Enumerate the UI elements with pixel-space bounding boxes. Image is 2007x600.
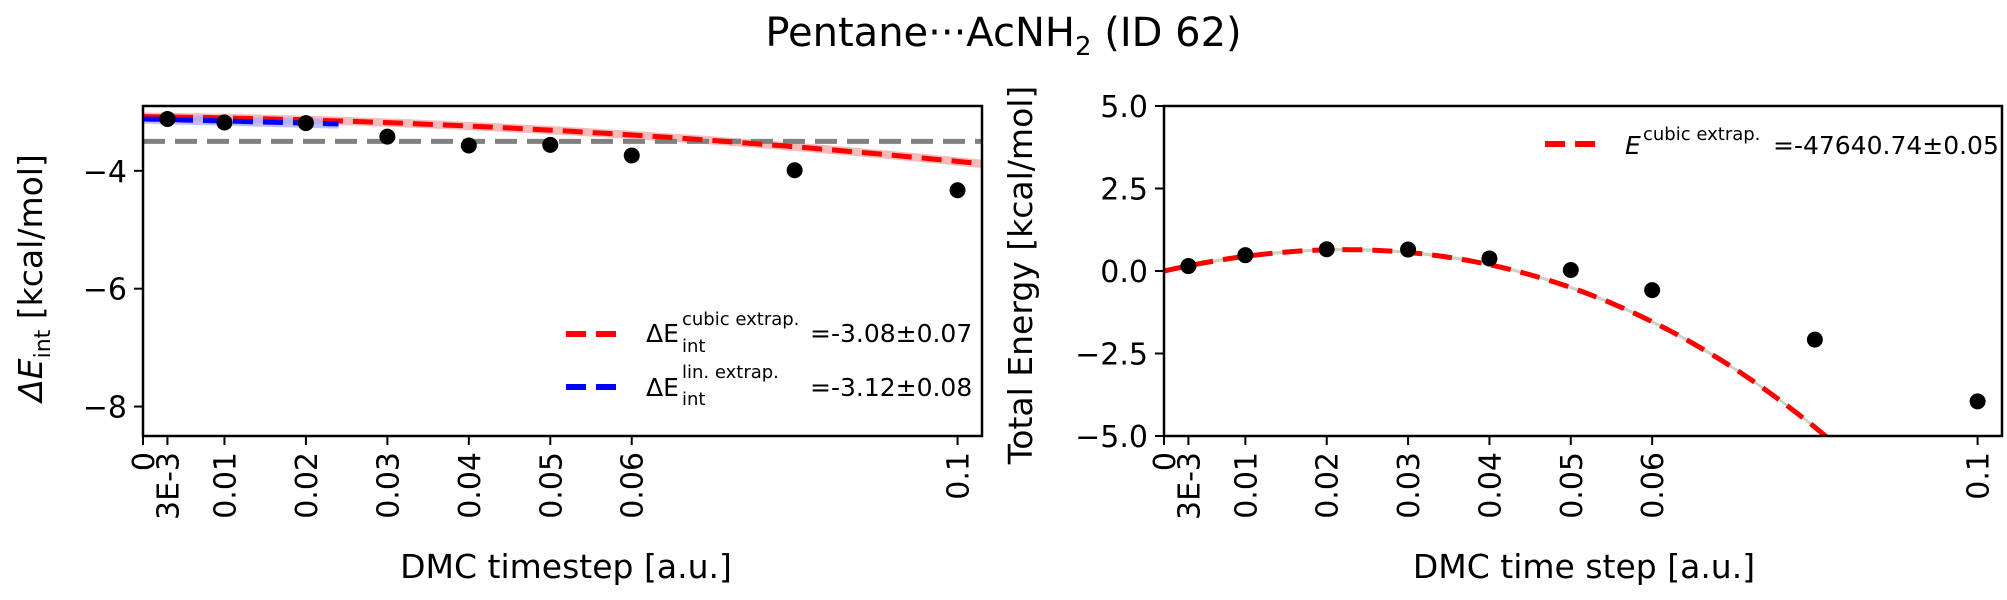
x-tick-label: 0.06 <box>616 452 651 519</box>
x-tick-label: 0 <box>127 452 162 471</box>
data-point <box>159 110 176 127</box>
data-point <box>786 162 803 179</box>
x-tick-label: 0.1 <box>942 452 977 500</box>
data-point <box>542 136 559 153</box>
data-point <box>216 114 233 131</box>
x-tick-label: 0.02 <box>290 452 325 519</box>
data-point <box>297 115 314 132</box>
legend-total-label: E <box>1625 131 1641 160</box>
left-ylabel-main: ΔE <box>11 358 50 405</box>
x-tick-label: 3E-3 <box>1172 452 1207 520</box>
y-tick-label: −2.5 <box>1075 338 1148 373</box>
data-point <box>1237 247 1254 264</box>
left-panel: 03E-3 0.01 0.02 0.03 0.04 0.05 0.06 0.1 −4 −6 −8 <box>83 104 984 520</box>
legend-total-main: E <box>1625 131 1641 160</box>
data-point <box>623 147 640 164</box>
figure-title-subscript: 2 <box>1074 32 1092 62</box>
right-panel: 03E-3 0.01 0.02 0.03 0.04 0.05 0.06 0.1 5.0 2.5 0.… <box>1075 90 2004 520</box>
y-tick-label: −5.0 <box>1075 420 1148 455</box>
x-tick-label: 3E-3 <box>151 452 186 520</box>
x-tick-label: 0.05 <box>1555 452 1590 519</box>
y-tick-label: 2.5 <box>1100 173 1148 208</box>
left-ylabel-sub: int <box>31 329 56 358</box>
data-point <box>1969 393 1986 410</box>
right-legend: E cubic extrap. =-47640.74±0.05 <box>1545 124 1999 160</box>
x-tick-label: 0.05 <box>534 452 569 519</box>
data-point <box>460 137 477 154</box>
x-tick-label: 0.04 <box>1473 452 1508 519</box>
legend-linear-main: ΔE <box>646 373 679 402</box>
legend-linear-label: ΔE <box>646 373 679 402</box>
data-point <box>1481 250 1498 267</box>
figure-title-main: Pentane···AcNH <box>765 10 1075 56</box>
y-tick-label: −8 <box>83 391 127 426</box>
cubic-fit-line <box>143 114 982 167</box>
legend-cubic-sup: cubic extrap. <box>682 309 799 330</box>
x-tick-label: 0.03 <box>371 452 406 519</box>
data-point <box>379 128 396 145</box>
legend-total-value: =-47640.74±0.05 <box>1773 131 1999 160</box>
legend-cubic-main: ΔE <box>646 319 679 348</box>
figure-title-tail: (ID 62) <box>1091 10 1242 56</box>
x-tick-label: 0.04 <box>453 452 488 519</box>
x-tick-label: 0.03 <box>1392 452 1427 519</box>
y-tick-label: −4 <box>83 155 127 190</box>
data-point <box>1180 258 1197 275</box>
legend-cubic-value: =-3.08±0.07 <box>810 319 972 348</box>
data-point <box>1318 241 1335 258</box>
legend-linear-sub: int <box>682 389 705 410</box>
legend-linear-sup: lin. extrap. <box>682 362 779 383</box>
x-tick-label: 0 <box>1148 452 1183 471</box>
y-tick-label: 0.0 <box>1100 255 1148 290</box>
data-point <box>1400 241 1417 258</box>
x-tick-label: 0.1 <box>1962 452 1997 500</box>
right-xlabel: DMC time step [a.u.] <box>1413 547 1755 586</box>
right-ylabel: Total Energy [kcal/mol] <box>1001 86 1040 466</box>
left-ylabel-tail: [kcal/mol] <box>11 154 50 330</box>
legend-cubic-sub: int <box>682 336 705 357</box>
legend-cubic-label: ΔE <box>646 319 679 348</box>
data-point <box>1806 331 1823 348</box>
left-xlabel: DMC timestep [a.u.] <box>400 547 732 586</box>
axes-frame <box>141 104 984 438</box>
plot-area <box>143 110 982 199</box>
left-ylabel: ΔEint [kcal/mol] <box>11 154 56 405</box>
y-tick-label: −6 <box>83 273 127 308</box>
legend-linear-value: =-3.12±0.08 <box>810 373 972 402</box>
x-tick-label: 0.01 <box>208 452 243 519</box>
x-tick-label: 0.01 <box>1229 452 1264 519</box>
data-point <box>1562 262 1579 279</box>
plot-area <box>1164 241 1986 436</box>
data-point <box>949 182 966 199</box>
figure-title: Pentane···AcNH2 (ID 62) <box>0 10 2007 62</box>
legend-total-sup: cubic extrap. <box>1643 124 1760 145</box>
cubic-fit-line <box>1164 247 1830 436</box>
y-tick-label: 5.0 <box>1100 90 1148 125</box>
left-legend: ΔE cubic extrap. int =-3.08±0.07 ΔE lin.… <box>566 309 972 410</box>
x-tick-label: 0.06 <box>1636 452 1671 519</box>
x-tick-label: 0.02 <box>1311 452 1346 519</box>
data-point <box>1644 282 1661 299</box>
